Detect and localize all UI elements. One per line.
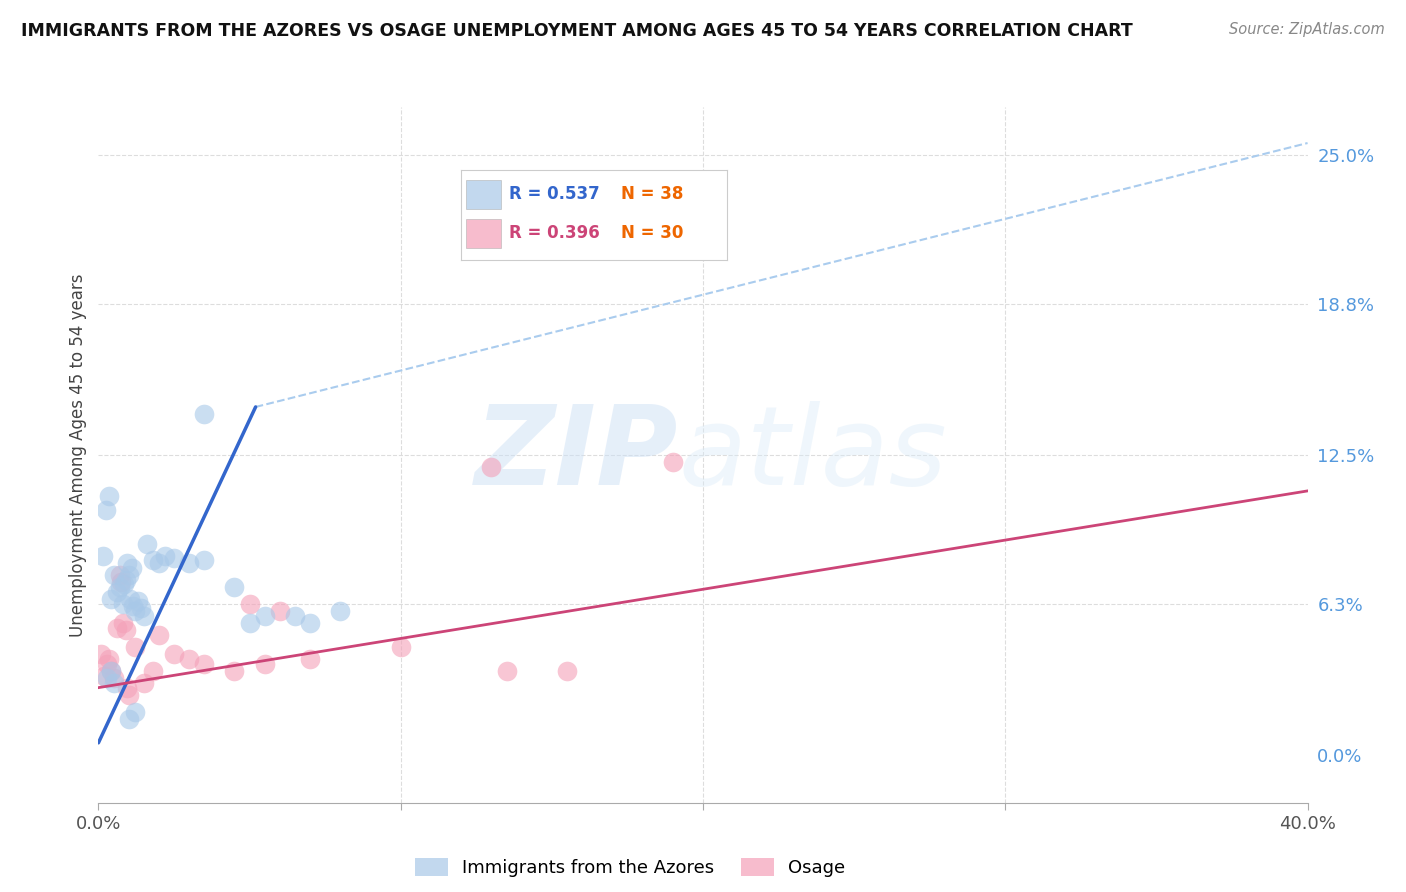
Point [132,608,155,623]
Point [100,664,122,678]
Text: R = 0.537: R = 0.537 [509,185,600,203]
Point [108,580,131,594]
Point [96,657,118,671]
Point [118,567,141,582]
Text: atlas: atlas [679,401,948,508]
Point [98,489,121,503]
Point [179,652,201,666]
Y-axis label: Unemployment Among Ages 45 to 54 years: Unemployment Among Ages 45 to 54 years [69,273,87,637]
Point [239,597,262,611]
Point [103,671,125,685]
Point [110,575,132,590]
FancyBboxPatch shape [467,179,501,210]
Point [135,537,157,551]
Point [299,652,322,666]
Text: N = 38: N = 38 [621,185,683,203]
Point [153,549,176,563]
Point [142,553,165,567]
Point [239,615,262,630]
Point [108,567,131,582]
Point [163,647,186,661]
Text: R = 0.396: R = 0.396 [509,224,600,242]
Point [193,553,215,567]
Point [90,647,112,661]
Point [124,705,146,719]
Point [124,640,146,654]
Point [111,615,134,630]
Point [253,608,276,623]
Point [148,556,170,570]
Point [98,652,121,666]
Point [103,676,125,690]
Point [129,601,152,615]
Point [179,556,201,570]
Point [94,503,117,517]
Point [112,577,135,591]
Point [269,604,291,618]
Point [100,664,122,678]
Point [193,657,215,671]
Point [115,556,138,570]
Text: ZIP: ZIP [475,401,679,508]
Point [114,573,136,587]
Point [662,455,685,469]
Point [115,681,138,695]
Point [555,664,578,678]
Point [481,459,503,474]
Point [103,567,125,582]
Point [96,671,118,685]
Point [111,597,134,611]
Point [118,688,141,702]
Point [495,664,517,678]
Point [389,640,412,654]
Text: Source: ZipAtlas.com: Source: ZipAtlas.com [1229,22,1385,37]
Point [121,560,143,574]
Point [118,712,141,726]
Point [329,604,352,618]
Text: N = 30: N = 30 [621,224,683,242]
Text: IMMIGRANTS FROM THE AZORES VS OSAGE UNEMPLOYMENT AMONG AGES 45 TO 54 YEARS CORRE: IMMIGRANTS FROM THE AZORES VS OSAGE UNEM… [21,22,1133,40]
Point [142,664,165,678]
Point [224,664,246,678]
Point [163,551,186,566]
Point [284,608,307,623]
Point [100,591,122,606]
Point [105,584,128,599]
Point [124,604,146,618]
Point [148,628,170,642]
Point [120,591,142,606]
Point [91,549,114,563]
Point [224,580,246,594]
Point [132,676,155,690]
Point [114,623,136,637]
Point [253,657,276,671]
FancyBboxPatch shape [467,219,501,248]
Point [193,407,215,421]
Point [122,599,145,613]
Legend: Immigrants from the Azores, Osage: Immigrants from the Azores, Osage [408,850,853,884]
Point [105,621,128,635]
Point [127,594,149,608]
Point [93,668,115,682]
Point [299,615,322,630]
